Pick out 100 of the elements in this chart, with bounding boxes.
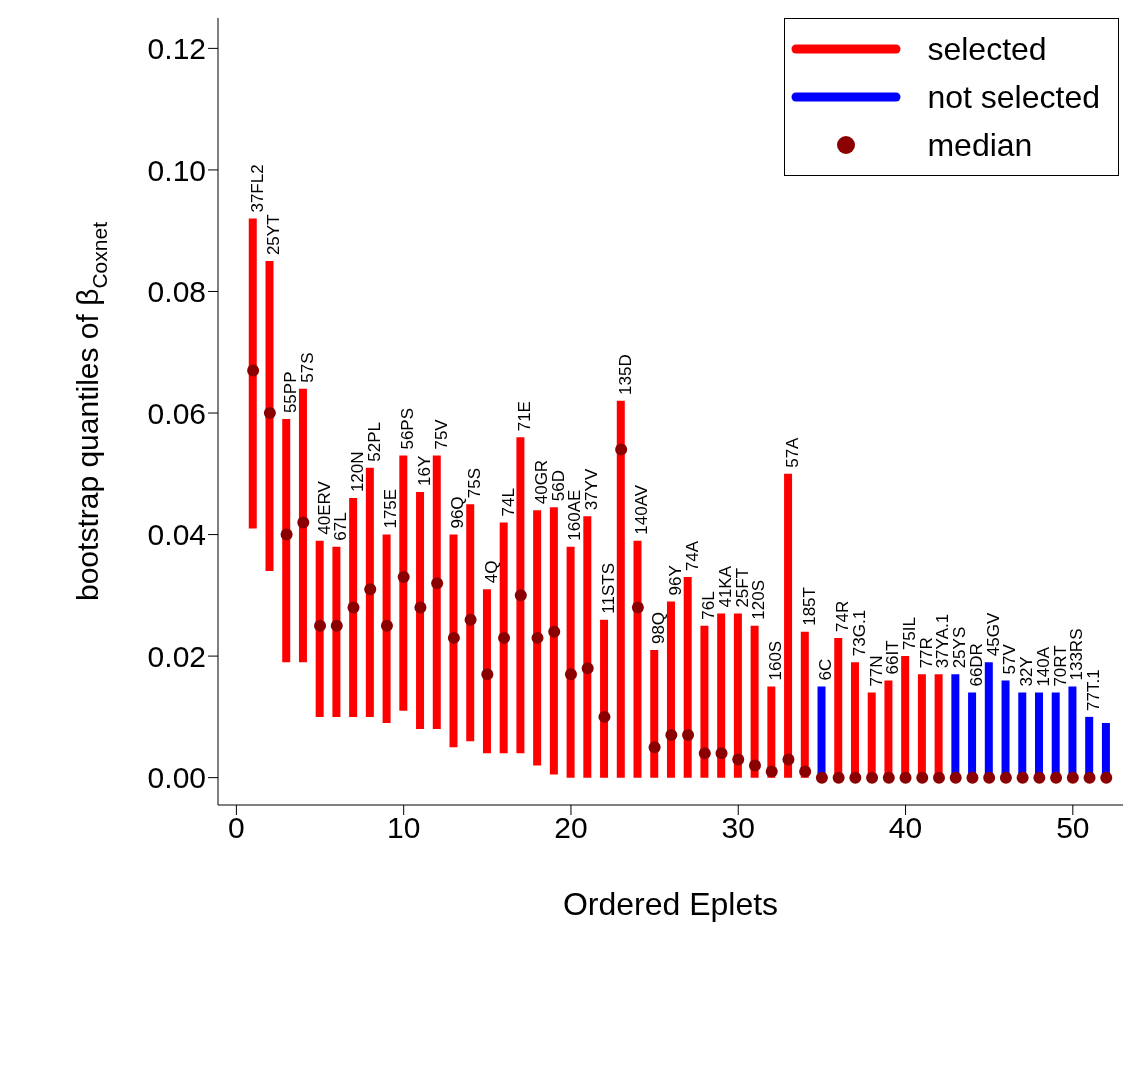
bar (650, 650, 659, 778)
point (481, 668, 494, 681)
annotation: 75S (465, 467, 485, 499)
point (966, 771, 979, 784)
point (631, 601, 644, 614)
point (748, 759, 761, 772)
annotation: 25YT (264, 214, 284, 256)
point (765, 765, 778, 778)
bar (382, 534, 391, 723)
annotation: 185T (799, 587, 819, 626)
y-tick-label: 0.00 (147, 761, 206, 795)
annotation: 74L (498, 488, 518, 517)
point (849, 771, 862, 784)
annotation: 77N (866, 655, 886, 687)
bar (332, 546, 341, 717)
legend-label: median (927, 126, 1033, 164)
annotation: 6C (816, 658, 836, 681)
point (949, 771, 962, 784)
point (866, 771, 879, 784)
point (464, 613, 477, 626)
point (397, 571, 410, 584)
annotation: 71E (515, 401, 535, 432)
point (564, 668, 577, 681)
annotation: 45GV (983, 612, 1003, 657)
bar (533, 510, 542, 766)
bar (516, 437, 525, 754)
bar (482, 589, 491, 754)
annotation: 96Q (448, 496, 468, 529)
annotation: 135D (615, 354, 635, 395)
y-tick-label: 0.08 (147, 275, 206, 309)
bar (600, 619, 609, 778)
point (1083, 771, 1096, 784)
bar (717, 613, 726, 778)
annotation: 4Q (481, 560, 501, 584)
point (347, 601, 360, 614)
bar (399, 455, 408, 711)
bar (449, 534, 458, 748)
annotation: 160AE (565, 489, 585, 541)
point (665, 729, 678, 742)
annotation: 67L (331, 512, 351, 541)
x-tick-label: 40 (888, 811, 923, 845)
point (431, 577, 444, 590)
y-tick-label: 0.02 (147, 639, 206, 673)
point (782, 753, 795, 766)
point (648, 741, 661, 754)
x-tick-label: 10 (387, 811, 421, 845)
point (916, 771, 929, 784)
bar (683, 577, 692, 778)
bar (549, 507, 558, 775)
point (1100, 771, 1113, 784)
annotation: 133RS (1067, 628, 1087, 681)
annotation: 37YA.1 (933, 613, 953, 669)
y-tick-label: 0.04 (147, 518, 206, 552)
point (732, 753, 745, 766)
annotation: 120S (749, 580, 769, 620)
bar (566, 546, 575, 778)
point (498, 631, 511, 644)
annotation: 175E (381, 488, 401, 529)
point (297, 516, 310, 529)
point (447, 631, 460, 644)
bar (432, 455, 441, 730)
bar (248, 218, 257, 529)
point (414, 601, 427, 614)
x-tick-label: 0 (228, 811, 245, 845)
bar (416, 492, 425, 730)
annotation: 160S (766, 640, 786, 681)
y-tick-label: 0.06 (147, 396, 206, 430)
point (1016, 771, 1029, 784)
bar (466, 504, 475, 742)
bar (315, 540, 324, 717)
point (832, 771, 845, 784)
annotation: 77T.1 (1084, 669, 1104, 711)
point (932, 771, 945, 784)
point (682, 729, 695, 742)
bar (349, 498, 358, 717)
annotation: 16Y (414, 455, 434, 487)
annotation: 57V (1000, 643, 1020, 675)
bar (298, 388, 307, 663)
annotation: 40ERV (314, 480, 334, 535)
annotation: 98Q (649, 611, 669, 645)
point (882, 771, 895, 784)
annotation: 66IT (883, 640, 903, 675)
point (380, 619, 393, 632)
point (799, 765, 812, 778)
bar (666, 601, 675, 778)
bar (282, 419, 291, 663)
point (698, 747, 711, 760)
bar (750, 625, 759, 778)
x-axis-title: Ordered Eplets (562, 886, 779, 922)
annotation: 52PL (364, 422, 384, 462)
annotation: 70RT (1050, 645, 1070, 687)
annotation: 120N (347, 451, 367, 493)
point (715, 747, 728, 760)
annotation: 37FL2 (247, 164, 267, 213)
point (1066, 771, 1079, 784)
annotation: 40GR (531, 459, 551, 505)
x-tick-label: 20 (554, 811, 588, 845)
point (314, 619, 327, 632)
x-tick-label: 30 (721, 811, 755, 845)
point (983, 771, 996, 784)
